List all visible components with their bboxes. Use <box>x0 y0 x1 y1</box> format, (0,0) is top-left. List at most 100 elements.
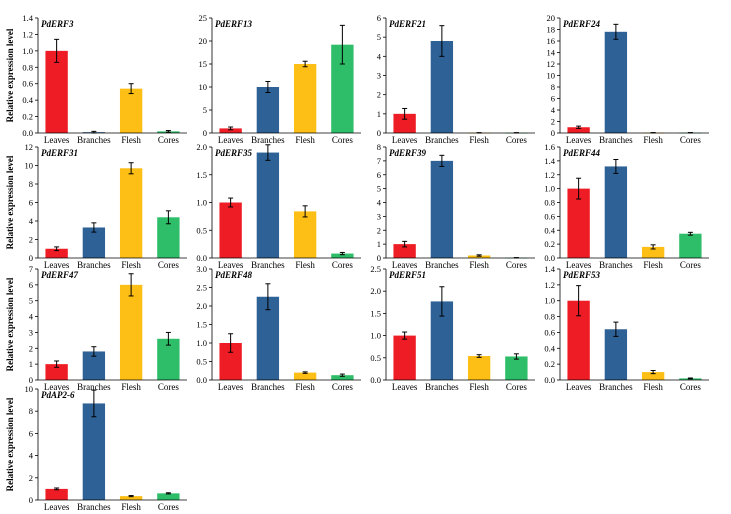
error-bar-leaves <box>576 177 582 200</box>
y-tick-label: 1 <box>29 359 33 369</box>
x-tick-label: Cores <box>506 260 527 270</box>
y-tick-label: 6 <box>377 13 381 23</box>
y-tick-label: 6 <box>29 198 33 208</box>
error-bar-branches <box>613 158 619 174</box>
y-tick-label: 2.5 <box>370 264 381 274</box>
error-bar-branches <box>265 283 271 311</box>
chart-panel-pderf48: Leaves Branches Flesh Cores 0.0 0.5 1.0 1.5 2.0 2… <box>196 264 361 392</box>
bar-cores <box>331 375 354 380</box>
y-tick-label: 3 <box>29 327 33 337</box>
error-bar-cores <box>339 251 345 256</box>
y-tick-label: 8 <box>29 179 33 189</box>
error-bar-flesh <box>128 273 134 297</box>
y-tick-label: 7 <box>377 156 381 166</box>
y-tick-label: 5 <box>203 105 207 115</box>
x-tick-label: Flesh <box>121 382 141 392</box>
x-tick-label: Flesh <box>643 382 663 392</box>
error-bar-flesh <box>650 244 656 250</box>
bar-leaves <box>219 128 242 133</box>
x-tick-label: Flesh <box>295 260 315 270</box>
panel-title: PdERF31 <box>41 148 78 158</box>
error-bar-leaves <box>576 125 582 129</box>
y-axis-labels: Relative expression level Relative expres… <box>5 28 15 491</box>
error-bar-cores <box>165 331 171 346</box>
x-tick-label: Branches <box>251 382 285 392</box>
y-tick-label: 3 <box>377 211 381 221</box>
chart-panel-pderf13: Leaves Branches Flesh Cores 0 5 10 15 20 25 PdERF1… <box>199 13 361 145</box>
error-bar-leaves <box>54 487 60 491</box>
panel-title: PdERF44 <box>563 148 601 158</box>
panel-title: PdERF3 <box>41 19 74 29</box>
bar-leaves <box>393 244 416 258</box>
x-tick-label: Flesh <box>643 135 663 145</box>
y-tick-label: 8 <box>551 82 555 92</box>
x-tick-label: Branches <box>77 502 111 512</box>
x-tick-label: Cores <box>158 135 179 145</box>
y-tick-label: 0.8 <box>544 312 555 322</box>
bar-cores <box>505 356 528 380</box>
y-tick-label: 20 <box>547 13 556 23</box>
x-tick-label: Leaves <box>566 135 592 145</box>
y-tick-label: 16 <box>547 36 556 46</box>
error-bar-cores <box>165 492 171 495</box>
x-tick-label: Leaves <box>392 382 418 392</box>
panel-title: PdERF53 <box>563 270 601 280</box>
bar-flesh <box>293 64 317 133</box>
bar-branches <box>82 351 106 380</box>
y-tick-label: 0.8 <box>544 198 555 208</box>
error-bar-branches <box>265 144 271 161</box>
y-tick-label: 1.0 <box>544 296 555 306</box>
panel-title: PdERF48 <box>215 270 253 280</box>
y-tick-label: 0.5 <box>196 225 207 235</box>
error-bar-flesh <box>128 495 134 498</box>
y-tick-label: 8 <box>29 406 33 416</box>
bar-leaves <box>567 127 590 133</box>
error-bar-cores <box>165 130 171 133</box>
error-bar-cores <box>339 373 345 377</box>
error-bar-flesh <box>128 162 134 175</box>
panel-title: PdERF51 <box>389 270 426 280</box>
y-tick-label: 1.0 <box>196 338 207 348</box>
x-tick-label: Leaves <box>218 135 244 145</box>
y-tick-label: 0.4 <box>22 95 33 105</box>
x-tick-label: Leaves <box>392 135 418 145</box>
x-tick-label: Leaves <box>44 382 70 392</box>
bar-leaves <box>45 488 68 500</box>
error-bar-branches <box>265 80 271 94</box>
bar-cores <box>157 493 180 500</box>
x-tick-label: Leaves <box>44 502 70 512</box>
y-tick-label: 0.6 <box>544 327 555 337</box>
error-bar-flesh <box>476 254 482 257</box>
y-tick-label: 3 <box>377 71 381 81</box>
y-tick-label: 0.5 <box>196 357 207 367</box>
x-tick-label: Flesh <box>295 135 315 145</box>
y-tick-label: 0.8 <box>22 62 33 72</box>
bar-cores <box>157 217 180 258</box>
y-tick-label: 0 <box>377 128 381 138</box>
bar-branches <box>430 41 454 133</box>
bar-branches <box>256 87 280 133</box>
y-tick-label: 4 <box>551 105 556 115</box>
x-tick-label: Branches <box>77 260 111 270</box>
error-bar-branches <box>439 25 445 57</box>
y-tick-label: 0 <box>551 128 555 138</box>
x-tick-label: Cores <box>332 260 353 270</box>
bar-flesh <box>119 168 143 258</box>
y-tick-label: 2 <box>551 117 555 127</box>
y-tick-label: 20 <box>199 36 208 46</box>
bar-flesh <box>119 88 143 133</box>
error-bar-flesh <box>302 205 308 218</box>
y-tick-label: 6 <box>551 94 555 104</box>
chart-panel-pderf39: Leaves Branches Flesh Cores 0 1 2 3 4 5 6 7 8 PdERF39 <box>377 142 535 270</box>
error-bar-flesh <box>128 83 134 95</box>
y-tick-label: 2.0 <box>196 301 207 311</box>
y-tick-label: 0.0 <box>544 253 555 263</box>
y-tick-label: 5 <box>29 296 33 306</box>
y-tick-label: 12 <box>547 59 556 69</box>
x-tick-label: Cores <box>680 260 701 270</box>
bar-branches <box>430 160 454 258</box>
x-tick-label: Flesh <box>121 260 141 270</box>
error-bar-cores <box>687 231 693 236</box>
bar-cores <box>331 44 354 133</box>
